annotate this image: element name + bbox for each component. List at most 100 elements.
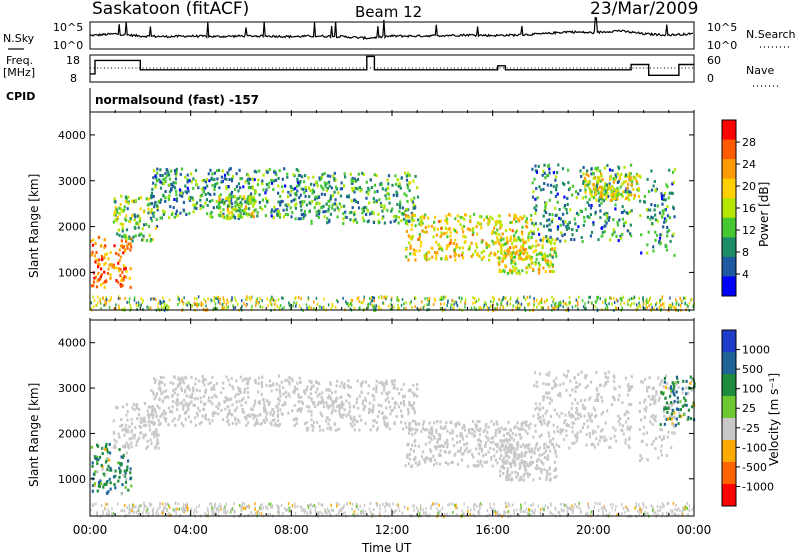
echo-cell xyxy=(104,261,107,265)
echo-cell xyxy=(203,383,206,387)
echo-cell xyxy=(340,402,343,406)
echo-cell xyxy=(425,456,428,460)
echo-cell xyxy=(547,431,550,435)
echo-cell xyxy=(218,205,222,209)
echo-cell xyxy=(597,187,600,191)
echo-cell xyxy=(204,390,207,394)
echo-cell xyxy=(514,252,517,256)
echo-cell xyxy=(519,304,521,308)
echo-cell xyxy=(668,216,672,220)
echo-cell xyxy=(124,307,126,310)
colorbar-tick-label: 24 xyxy=(742,158,756,171)
echo-cell xyxy=(116,280,120,284)
echo-cell xyxy=(247,177,250,181)
echo-cell xyxy=(351,303,353,307)
echo-cell xyxy=(427,251,430,254)
echo-cell xyxy=(507,455,511,459)
echo-cell xyxy=(501,443,504,447)
echo-cell xyxy=(256,297,259,301)
echo-cell xyxy=(398,392,401,395)
echo-cell xyxy=(234,416,237,420)
echo-cell xyxy=(385,382,388,386)
echo-cell xyxy=(536,464,539,468)
echo-cell xyxy=(287,203,290,206)
echo-cell xyxy=(498,233,501,237)
echo-cell xyxy=(245,417,248,421)
echo-cell xyxy=(124,267,127,271)
echo-cell xyxy=(392,215,396,218)
echo-cell xyxy=(164,389,168,393)
echo-cell xyxy=(198,422,201,426)
echo-cell xyxy=(208,179,211,183)
echo-cell xyxy=(229,200,232,204)
echo-cell xyxy=(583,374,587,378)
echo-cell xyxy=(629,388,632,392)
echo-cell xyxy=(624,438,627,442)
echo-cell xyxy=(424,442,427,446)
echo-cell xyxy=(213,296,216,299)
echo-cell xyxy=(97,481,101,485)
echo-cell xyxy=(278,512,280,516)
echo-cell xyxy=(92,472,96,476)
echo-cell xyxy=(322,187,325,191)
echo-cell xyxy=(607,370,610,374)
echo-cell xyxy=(277,424,280,428)
echo-cell xyxy=(401,206,404,210)
echo-cell xyxy=(643,200,646,204)
echo-cell xyxy=(233,408,236,412)
echo-cell xyxy=(102,446,105,450)
echo-cell xyxy=(304,174,307,178)
echo-cell xyxy=(108,442,111,446)
echo-cell xyxy=(408,422,411,425)
echo-cell xyxy=(277,402,280,406)
echo-cell xyxy=(661,202,664,206)
echo-cell xyxy=(102,485,105,489)
beam-title: Beam 12 xyxy=(355,3,422,21)
echo-cell xyxy=(150,219,153,223)
echo-cell xyxy=(543,468,546,472)
echo-cell xyxy=(386,392,389,396)
echo-cell xyxy=(372,296,374,299)
echo-cell xyxy=(332,174,335,178)
echo-cell xyxy=(658,236,662,240)
echo-cell xyxy=(582,166,585,169)
echo-cell xyxy=(294,206,297,210)
echo-cell xyxy=(542,398,545,402)
echo-cell xyxy=(310,410,313,413)
echo-cell xyxy=(376,189,379,193)
echo-cell xyxy=(366,220,369,224)
echo-cell xyxy=(227,405,230,409)
echo-cell xyxy=(138,436,141,440)
echo-cell xyxy=(194,382,197,386)
echo-cell xyxy=(274,422,277,426)
echo-cell xyxy=(142,238,145,242)
echo-cell xyxy=(160,392,163,396)
echo-cell xyxy=(507,247,510,251)
echo-cell xyxy=(204,186,207,190)
echo-cell xyxy=(506,454,509,458)
echo-cell xyxy=(666,234,669,238)
echo-cell xyxy=(261,299,263,303)
echo-cell xyxy=(534,249,537,252)
echo-cell xyxy=(635,179,638,183)
echo-cell xyxy=(196,183,199,187)
colorbar-segment xyxy=(722,120,736,141)
echo-cell xyxy=(188,388,191,392)
echo-cell xyxy=(518,428,521,431)
echo-cell xyxy=(554,251,557,255)
echo-cell xyxy=(241,215,244,219)
echo-cell xyxy=(129,467,132,471)
echo-cell xyxy=(92,280,96,284)
echo-cell xyxy=(391,396,394,400)
echo-cell xyxy=(103,245,106,249)
echo-cell xyxy=(270,384,273,388)
echo-cell xyxy=(91,484,95,488)
echo-cell xyxy=(323,306,325,310)
echo-cell xyxy=(111,507,113,511)
echo-cell xyxy=(214,306,216,310)
echo-cell xyxy=(574,389,577,393)
echo-cell xyxy=(680,414,683,418)
echo-cell xyxy=(402,399,405,403)
echo-cell xyxy=(557,393,560,397)
echo-cell xyxy=(334,185,338,189)
